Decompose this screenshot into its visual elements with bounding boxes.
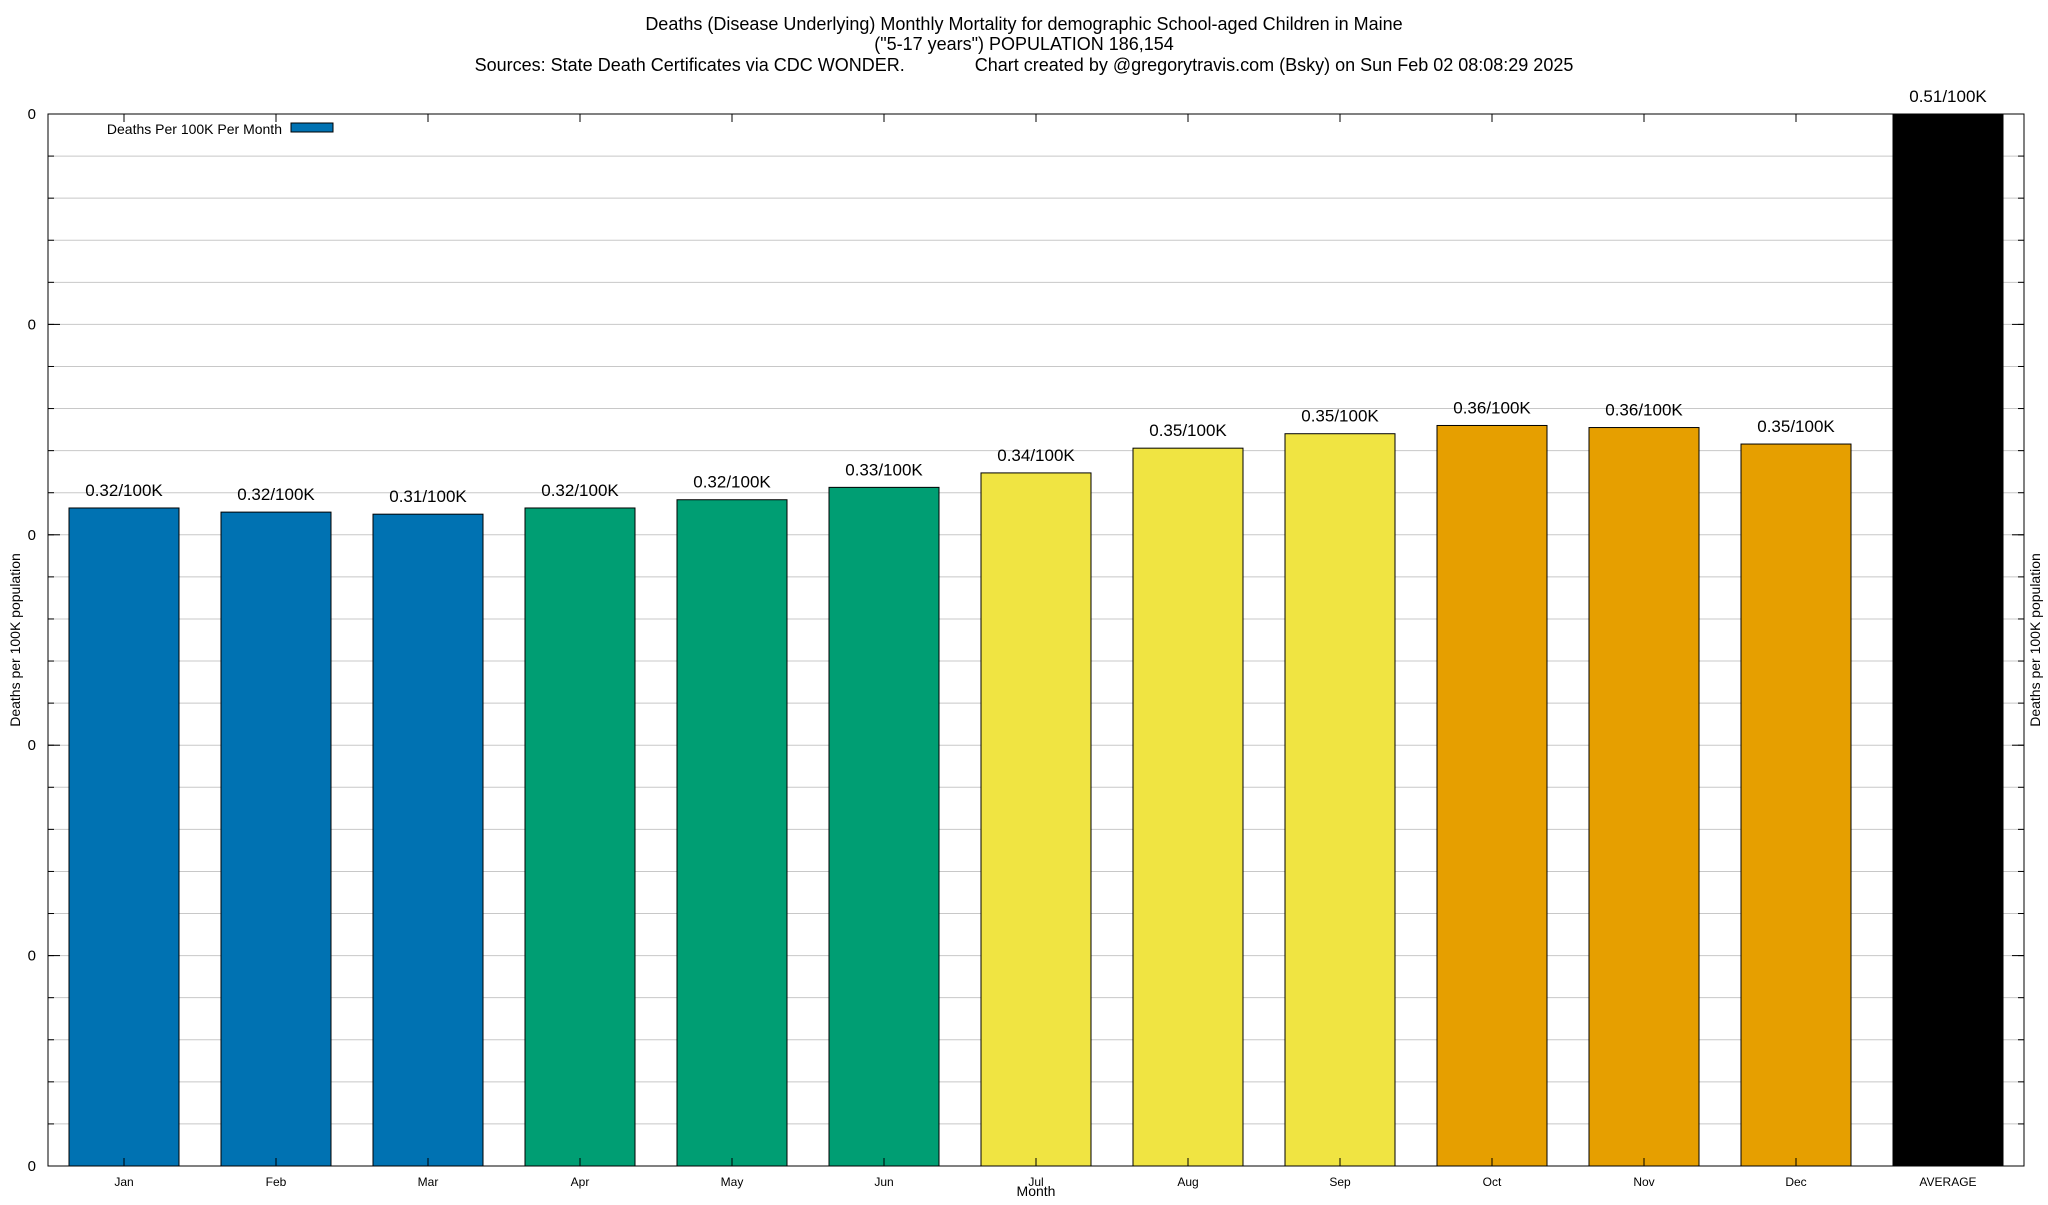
value-label-mar: 0.31/100K xyxy=(389,487,467,506)
y-tick-label: 0 xyxy=(28,948,36,965)
y-axis-title-left: Deaths per 100K population xyxy=(7,553,23,727)
value-label-feb: 0.32/100K xyxy=(237,485,315,504)
y-tick-label: 0 xyxy=(28,1158,36,1175)
y-tick-label: 0 xyxy=(28,316,36,333)
value-label-aug: 0.35/100K xyxy=(1149,421,1227,440)
chart-title-line-1: Deaths (Disease Underlying) Monthly Mort… xyxy=(645,14,1402,34)
y-tick-label: 0 xyxy=(28,737,36,754)
bar-jun xyxy=(828,486,940,1167)
bar-may xyxy=(676,499,788,1167)
chart-title: Deaths (Disease Underlying) Monthly Mort… xyxy=(475,14,1574,75)
plot-frame xyxy=(47,113,2025,1167)
bar-aug xyxy=(1132,447,1244,1167)
bar-average xyxy=(1892,113,2004,1167)
bar-jul xyxy=(980,472,1092,1167)
x-tick-label-may: May xyxy=(721,1175,744,1189)
bar-value-labels: 0.32/100K 0.32/100K 0.31/100K 0.32/100K 0.32… xyxy=(85,87,1987,506)
x-tick-label-aug: Aug xyxy=(1177,1175,1198,1189)
bar-feb xyxy=(220,511,332,1167)
value-label-dec: 0.35/100K xyxy=(1757,417,1835,436)
y-axis-title-right: Deaths per 100K population xyxy=(2027,553,2043,727)
x-axis-ticks: Jan Feb Mar Apr May Jun Jul Aug Sep Oct Nov Dec AVER… xyxy=(114,114,1977,1189)
y-tick-label: 0 xyxy=(28,527,36,544)
x-tick-label-apr: Apr xyxy=(571,1175,590,1189)
bars xyxy=(68,113,2004,1167)
x-axis-title: Month xyxy=(1017,1183,1056,1199)
x-tick-label-oct: Oct xyxy=(1483,1175,1502,1189)
value-label-jul: 0.34/100K xyxy=(997,446,1075,465)
value-label-jun: 0.33/100K xyxy=(845,460,923,479)
x-tick-label-nov: Nov xyxy=(1633,1175,1654,1189)
x-tick-label-jan: Jan xyxy=(114,1175,133,1189)
x-tick-label-jul: Jul xyxy=(1028,1175,1043,1189)
legend-label: Deaths Per 100K Per Month xyxy=(107,121,282,137)
x-tick-label-dec: Dec xyxy=(1785,1175,1806,1189)
chart-title-line-2: ("5-17 years") POPULATION 186,154 xyxy=(874,34,1174,54)
bar-mar xyxy=(372,513,484,1167)
chart-title-line-3: Sources: State Death Certificates via CD… xyxy=(475,55,1574,75)
bar-dec xyxy=(1740,443,1852,1167)
x-tick-label-feb: Feb xyxy=(266,1175,287,1189)
value-label-oct: 0.36/100K xyxy=(1453,398,1531,417)
value-label-may: 0.32/100K xyxy=(693,473,771,492)
value-label-nov: 0.36/100K xyxy=(1605,401,1683,420)
value-label-average: 0.51/100K xyxy=(1909,87,1987,106)
x-tick-label-jun: Jun xyxy=(874,1175,893,1189)
bar-sep xyxy=(1284,433,1396,1167)
x-tick-label-mar: Mar xyxy=(418,1175,439,1189)
y-tick-label: 0 xyxy=(28,106,36,123)
bar-oct xyxy=(1436,424,1548,1167)
legend: Deaths Per 100K Per Month xyxy=(107,121,334,137)
x-tick-label-sep: Sep xyxy=(1329,1175,1351,1189)
bar-apr xyxy=(524,507,636,1167)
bar-jan xyxy=(68,507,180,1167)
value-label-apr: 0.32/100K xyxy=(541,481,619,500)
legend-swatch xyxy=(290,122,334,133)
bar-nov xyxy=(1588,427,1700,1167)
x-tick-label-average: AVERAGE xyxy=(1919,1175,1976,1189)
value-label-sep: 0.35/100K xyxy=(1301,407,1379,426)
value-label-jan: 0.32/100K xyxy=(85,481,163,500)
